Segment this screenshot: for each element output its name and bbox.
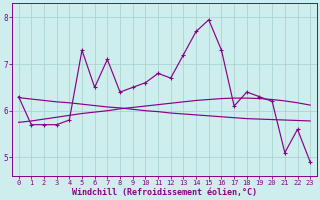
X-axis label: Windchill (Refroidissement éolien,°C): Windchill (Refroidissement éolien,°C) [72,188,257,197]
